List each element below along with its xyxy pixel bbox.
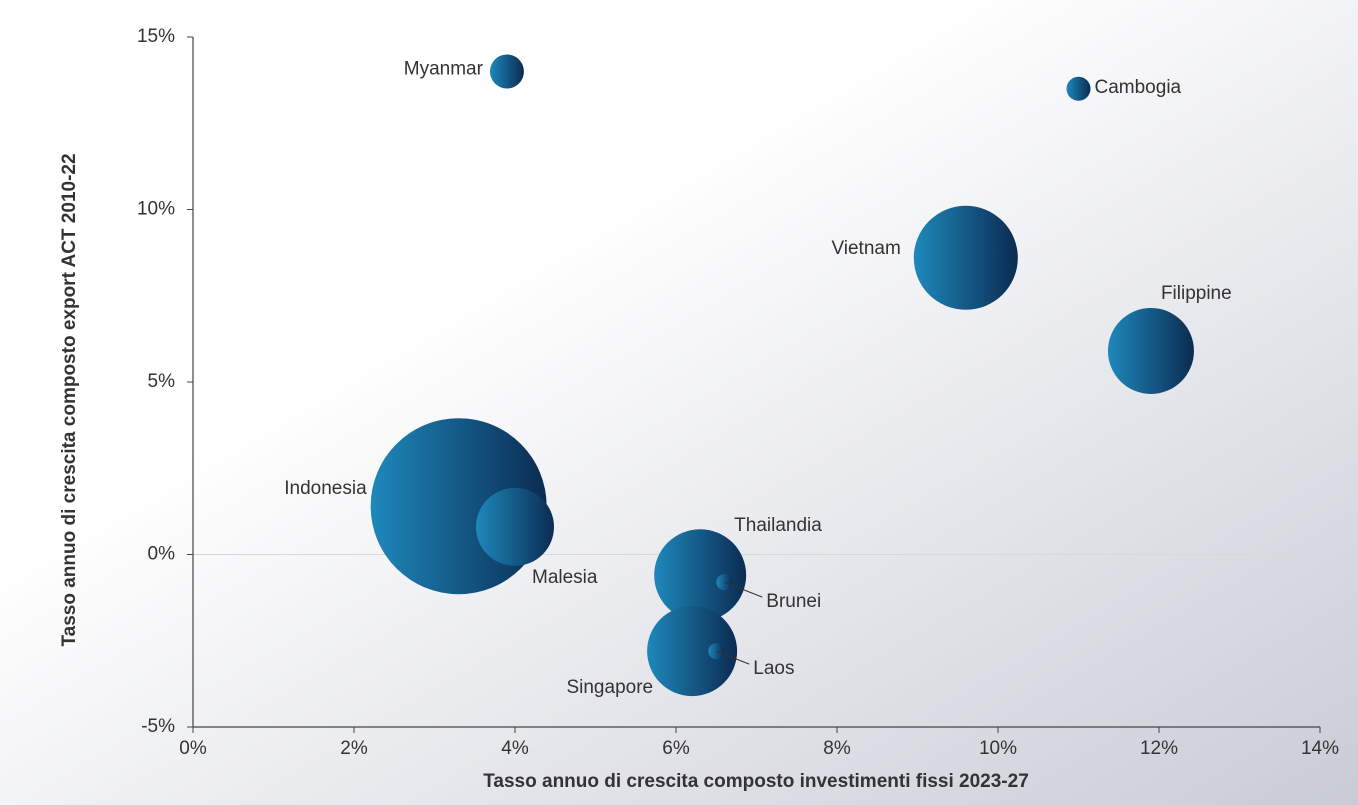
x-tick-label: 12% — [1140, 738, 1178, 759]
x-tick-label: 14% — [1301, 738, 1339, 759]
y-tick-label: 5% — [148, 371, 176, 392]
y-axis-title: Tasso annuo di crescita composto export … — [59, 153, 80, 646]
x-tick-label: 0% — [179, 738, 207, 759]
bubble — [489, 54, 524, 89]
bubble — [654, 529, 747, 622]
bubble — [647, 606, 738, 697]
leader-line — [716, 650, 750, 665]
y-tick-label: 15% — [137, 26, 175, 47]
bubble-label: Laos — [753, 658, 794, 679]
bubble — [1107, 307, 1194, 394]
y-tick-label: 10% — [137, 199, 175, 220]
x-tick-label: 6% — [662, 738, 690, 759]
bubble-label: Indonesia — [284, 478, 367, 499]
bubble — [476, 487, 554, 566]
y-tick-label: -5% — [141, 716, 175, 737]
bubble-label: Thailandia — [734, 515, 822, 536]
x-axis-title: Tasso annuo di crescita composto investi… — [483, 771, 1029, 792]
x-tick-label: 10% — [979, 738, 1017, 759]
y-tick-label: 0% — [148, 544, 176, 565]
x-tick-label: 2% — [340, 738, 368, 759]
bubble-label: Myanmar — [404, 59, 484, 80]
bubble-label: Brunei — [766, 591, 821, 612]
x-tick-label: 8% — [823, 738, 851, 759]
bubble-label: Singapore — [566, 677, 653, 698]
bubble-label: Cambogia — [1095, 77, 1182, 98]
leader-line — [724, 581, 763, 598]
bubble-label: Vietnam — [831, 238, 900, 259]
bubble-label: Filippine — [1161, 283, 1232, 304]
bubble — [913, 205, 1018, 310]
bubble-label: Malesia — [532, 567, 598, 588]
bubble — [1066, 76, 1091, 101]
x-tick-label: 4% — [501, 738, 529, 759]
